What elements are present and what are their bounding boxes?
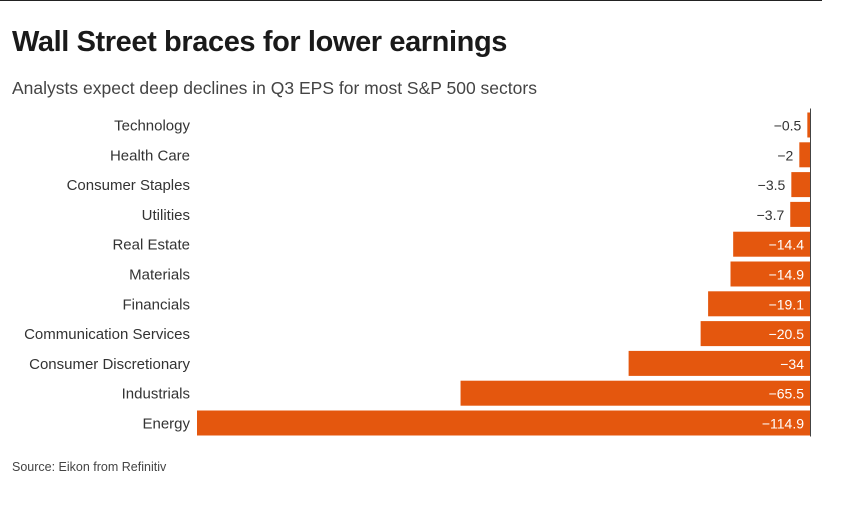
category-label: Communication Services: [24, 326, 190, 343]
chart-title: Wall Street braces for lower earnings: [12, 26, 508, 58]
category-label: Materials: [129, 267, 190, 284]
value-label: −114.9: [762, 416, 804, 432]
category-label: Energy: [142, 416, 190, 433]
bar-chart: Technology −0.5 Health Care −2 Consumer Stap…: [24, 108, 811, 437]
category-label: Industrials: [122, 386, 190, 403]
category-label: Utilities: [142, 207, 190, 224]
bar: [790, 201, 810, 227]
category-label: Consumer Discretionary: [29, 356, 190, 373]
value-label: −14.9: [769, 267, 805, 283]
value-label: −20.5: [769, 326, 805, 342]
bar: [708, 291, 810, 317]
value-label: −3.5: [758, 177, 786, 193]
top-rule: [0, 0, 822, 1]
category-label: Technology: [114, 118, 190, 135]
value-label: −14.4: [769, 237, 805, 253]
chart-subtitle: Analysts expect deep declines in Q3 EPS …: [12, 78, 537, 98]
bar: [197, 410, 810, 436]
bar: [733, 231, 810, 257]
source-note: Source: Eikon from Refinitiv: [12, 460, 167, 474]
bar: [700, 321, 810, 347]
bar: [791, 172, 810, 198]
bar: [628, 350, 810, 376]
value-label: −19.1: [769, 296, 805, 312]
category-label: Health Care: [110, 147, 190, 164]
value-label: −65.5: [769, 386, 805, 402]
value-label: −0.5: [774, 118, 802, 134]
value-label: −2: [777, 147, 793, 163]
category-label: Real Estate: [112, 237, 190, 254]
value-label: −34: [780, 356, 804, 372]
bar: [730, 261, 810, 287]
bar: [807, 112, 810, 138]
value-label: −3.7: [757, 207, 785, 223]
category-label: Consumer Staples: [67, 177, 190, 194]
bar: [460, 380, 810, 406]
bar: [799, 142, 810, 168]
category-label: Financials: [122, 296, 190, 313]
